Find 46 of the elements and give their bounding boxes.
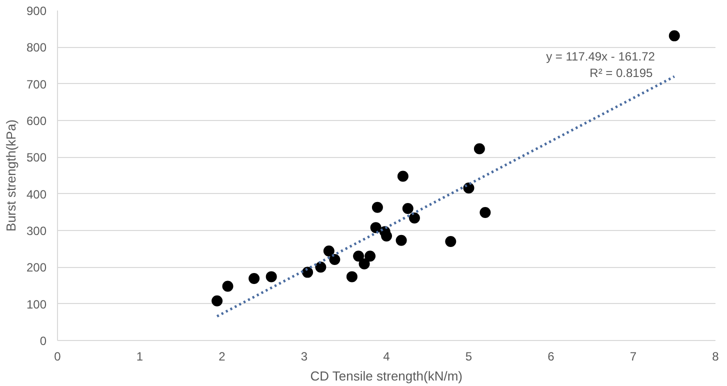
x-tick-label: 1	[136, 350, 144, 364]
x-tick-label: 6	[548, 350, 555, 364]
point	[381, 230, 392, 242]
annotation: y = 117.49x - 161.72	[546, 50, 656, 64]
point	[408, 212, 420, 224]
point	[397, 170, 408, 182]
y-tick-label: 0	[40, 334, 47, 348]
y-tick-label: 400	[26, 187, 47, 202]
y-tick-label: 900	[26, 4, 47, 18]
x-tick-label: 5	[465, 350, 472, 364]
point	[445, 236, 456, 247]
y-tick-label: 300	[26, 224, 47, 238]
point	[346, 271, 358, 282]
y-tick-label: 800	[26, 40, 47, 55]
point	[266, 271, 277, 282]
x-tick-label: 3	[300, 350, 308, 364]
x-tick-label: 8	[712, 350, 720, 364]
point	[480, 207, 491, 218]
x-tick-label: 0	[54, 350, 62, 364]
x-tick-label: 7	[630, 350, 637, 364]
point	[372, 202, 383, 213]
y-tick-label: 700	[26, 77, 47, 92]
y-tick-label: 200	[26, 260, 47, 275]
point	[402, 203, 414, 214]
x-tick-label: 2	[218, 350, 226, 364]
point	[396, 234, 407, 246]
x-tick-label: 4	[383, 350, 390, 364]
y-tick-label: 100	[26, 297, 47, 312]
point	[323, 246, 334, 257]
x-axis-title: CD Tensile strength(kN/m)	[310, 368, 462, 384]
point	[364, 250, 376, 262]
y-axis-title: Burst strength(kPa)	[3, 119, 18, 232]
point	[353, 250, 364, 262]
point	[329, 254, 340, 265]
y-tick-label: 500	[26, 150, 47, 165]
point	[668, 30, 680, 42]
point	[302, 266, 314, 278]
point	[315, 262, 326, 273]
point	[370, 222, 382, 234]
annotation: R² = 0.8195	[590, 66, 654, 80]
point	[222, 280, 234, 292]
point	[212, 295, 223, 306]
y-tick-label: 600	[26, 114, 47, 128]
point	[474, 143, 485, 154]
point	[358, 258, 370, 270]
point	[248, 273, 260, 284]
